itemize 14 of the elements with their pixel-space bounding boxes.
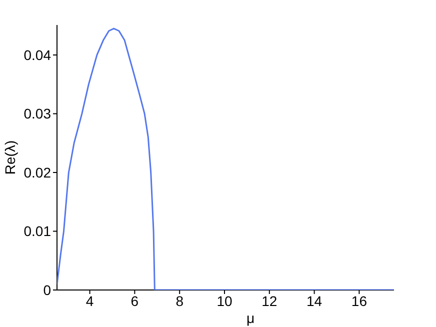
x-tick-label: 12	[262, 292, 278, 309]
y-tick-label: 0.04	[24, 46, 52, 63]
x-tick-label: 6	[130, 292, 139, 309]
y-tick-label: 0.02	[24, 164, 52, 180]
x-tick-label: 10	[216, 292, 232, 309]
x-tick-label: 8	[176, 292, 184, 309]
y-tick-label: 0.03	[24, 106, 52, 122]
y-axis-title: Re(λ)	[2, 140, 18, 175]
x-tick-label: 16	[351, 292, 368, 309]
x-tick-label: 4	[86, 292, 94, 309]
x-axis-title: μ	[246, 310, 255, 326]
y-tick-label: 0	[43, 282, 52, 298]
x-tick-label: 14	[306, 292, 322, 309]
y-tick-label: 0.01	[24, 223, 52, 240]
